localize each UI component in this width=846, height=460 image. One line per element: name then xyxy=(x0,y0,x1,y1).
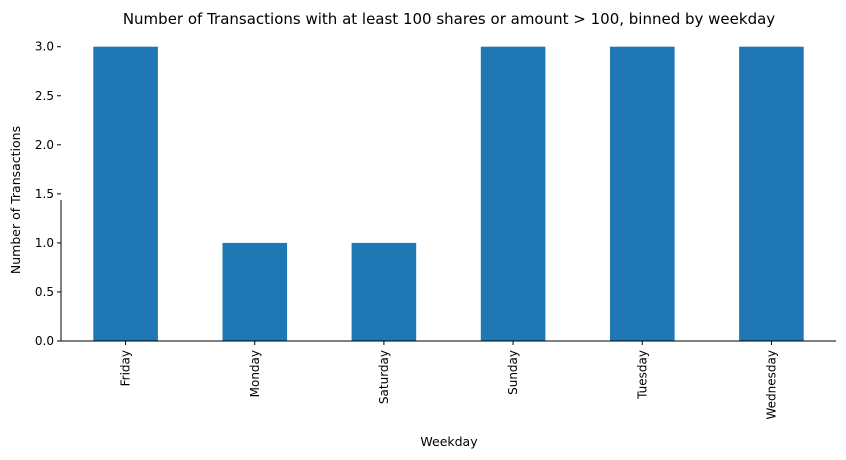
x-tick-label-saturday: Saturday xyxy=(377,350,391,404)
bar-monday xyxy=(222,242,288,341)
x-tick-label-tuesday: Tuesday xyxy=(635,350,649,400)
y-tick-label: 1.5 xyxy=(35,187,54,201)
y-tick-label: 2.0 xyxy=(35,138,54,152)
bar-tuesday xyxy=(610,46,675,341)
bar-sunday xyxy=(480,46,546,341)
x-tick-label-sunday: Sunday xyxy=(506,350,520,395)
x-axis: Friday Monday Saturday Sunday Tuesday Wednesd… xyxy=(61,340,836,419)
bar-friday xyxy=(93,46,158,341)
y-tick-label: 0.5 xyxy=(35,285,54,299)
x-tick-label-wednesday: Wednesday xyxy=(764,350,778,419)
y-tick-label: 3.0 xyxy=(35,40,54,54)
x-axis-label: Weekday xyxy=(420,434,478,449)
y-tick-label: 0.0 xyxy=(35,334,54,348)
x-tick-label-monday: Monday xyxy=(248,350,262,397)
bars-group xyxy=(93,46,804,341)
y-axis: 0.0 0.5 1.0 1.5 2.0 2.5 3.0 xyxy=(35,40,62,348)
bar-saturday xyxy=(351,242,417,341)
y-tick-label: 2.5 xyxy=(35,89,54,103)
x-tick-label-friday: Friday xyxy=(119,350,133,386)
y-tick-label: 1.0 xyxy=(35,236,54,250)
chart-title: Number of Transactions with at least 100… xyxy=(123,10,775,28)
bar-wednesday xyxy=(739,46,804,341)
y-axis-label: Number of Transactions xyxy=(8,126,23,274)
